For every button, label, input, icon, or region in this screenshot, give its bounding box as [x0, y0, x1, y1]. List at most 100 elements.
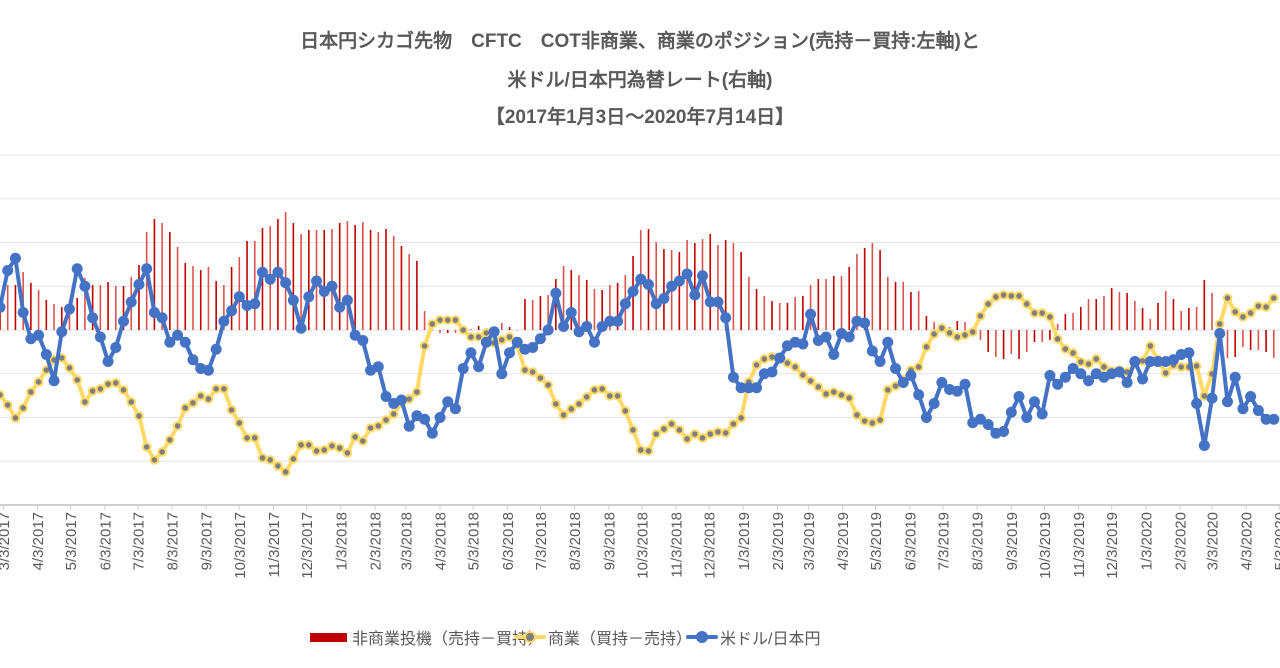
usdjpy-point — [951, 385, 963, 397]
noncommercial-bar — [917, 290, 920, 330]
usdjpy-point — [959, 378, 971, 390]
usdjpy-point — [256, 266, 268, 278]
noncommercial-bar — [153, 218, 156, 330]
noncommercial-bar — [724, 239, 727, 330]
legend-label-usdjpy: 米ドル/日本円 — [720, 631, 821, 648]
noncommercial-bar — [616, 282, 619, 330]
noncommercial-bar — [199, 270, 202, 330]
noncommercial-bar — [161, 223, 163, 330]
noncommercial-bar — [686, 239, 688, 330]
commercial-point — [566, 404, 577, 414]
commercial-point — [273, 461, 283, 471]
noncommercial-bar — [184, 262, 187, 330]
noncommercial-bar — [400, 246, 403, 330]
usdjpy-point — [2, 265, 14, 276]
x-tick-label: 1/3/2019 — [736, 512, 753, 570]
noncommercial-bar — [894, 281, 897, 330]
x-tick-label: 9/3/2018 — [601, 512, 618, 570]
noncommercial-bar — [354, 225, 356, 330]
usdjpy-point — [1152, 356, 1164, 367]
commercial-point — [836, 390, 847, 400]
commercial-point — [165, 435, 175, 445]
noncommercial-bar — [763, 295, 766, 330]
noncommercial-bar — [879, 250, 881, 330]
noncommercial-bar — [1118, 292, 1121, 330]
usdjpy-point — [110, 342, 122, 353]
usdjpy-point — [264, 273, 276, 285]
usdjpy-point — [295, 322, 307, 334]
usdjpy-point — [9, 252, 21, 264]
usdjpy-point — [141, 263, 153, 275]
noncommercial-bar — [338, 223, 341, 330]
noncommercial-bar — [53, 303, 55, 330]
commercial-point — [365, 423, 376, 433]
usdjpy-point — [326, 280, 338, 292]
usdjpy-point — [357, 335, 369, 346]
noncommercial-bar — [933, 322, 935, 330]
usdjpy-point — [797, 338, 809, 350]
x-axis-tick-labels: 3/3/2017 4/3/2017 5/3/2017 6/3/2017 7/3/2017… — [0, 505, 1280, 579]
legend-swatch-commercial — [514, 626, 546, 648]
noncommercial-bar — [470, 329, 472, 330]
commercial-point — [1214, 319, 1225, 329]
noncommercial-bar — [392, 236, 395, 330]
commercial-point — [844, 393, 855, 403]
legend-item-noncommercial: 非商業投機（売持－買持） — [310, 626, 544, 648]
legend-label-noncommercial: 非商業投機（売持－買持） — [352, 631, 545, 648]
usdjpy-point — [859, 317, 871, 329]
noncommercial-bar — [809, 285, 812, 330]
commercial-point — [373, 421, 384, 431]
usdjpy-point — [280, 277, 292, 289]
usdjpy-point — [156, 312, 168, 324]
noncommercial-bar — [1195, 307, 1198, 330]
commercial-point — [628, 425, 638, 435]
noncommercial-bar — [1134, 301, 1136, 330]
chart-title-date-range: 【2017年1月3日～2020年7月14日】 — [485, 107, 795, 128]
noncommercial-bar — [1157, 302, 1159, 330]
commercial-point — [1006, 291, 1017, 301]
commercial-point — [134, 411, 144, 421]
noncommercial-bar — [91, 285, 94, 330]
x-tick-label: 2/3/2019 — [770, 512, 787, 570]
usdjpy-point — [102, 356, 114, 367]
usdjpy-point — [1144, 356, 1156, 367]
commercial-point — [852, 410, 862, 420]
commercial-point — [921, 342, 932, 352]
noncommercial-bar — [385, 229, 387, 330]
x-tick-label: 10/3/2019 — [1037, 512, 1054, 579]
usdjpy-point — [735, 382, 747, 394]
noncommercial-bar — [1211, 293, 1213, 330]
commercial-point — [1076, 357, 1086, 367]
noncommercial-bar — [578, 274, 580, 330]
noncommercial-bar — [1087, 299, 1090, 330]
commercial-point — [659, 424, 669, 434]
noncommercial-bar — [1164, 290, 1167, 330]
commercial-point — [442, 315, 453, 325]
x-tick-label: 3/3/2017 — [0, 512, 13, 570]
commercial-point — [867, 418, 878, 428]
usdjpy-point — [287, 294, 299, 306]
noncommercial-bar — [585, 280, 588, 330]
usdjpy-point — [87, 312, 99, 324]
noncommercial-bar — [1010, 330, 1013, 354]
usdjpy-point — [1191, 398, 1203, 409]
usdjpy-point — [511, 336, 523, 348]
usdjpy-point — [218, 315, 230, 327]
commercial-point — [682, 434, 692, 444]
noncommercial-bar — [284, 211, 287, 330]
noncommercial-bar — [300, 233, 302, 330]
x-tick-label: 4/3/2017 — [30, 512, 47, 570]
commercial-point — [612, 391, 623, 401]
commercial-point — [466, 332, 476, 342]
usdjpy-point — [666, 280, 678, 292]
usdjpy-point — [581, 321, 593, 332]
usdjpy-point — [928, 398, 940, 409]
usdjpy-point — [419, 413, 431, 425]
usdjpy-point — [1183, 347, 1195, 359]
usdjpy-point — [1121, 377, 1133, 388]
x-tick-label: 1/3/2018 — [333, 512, 350, 570]
noncommercial-bar — [817, 279, 820, 330]
noncommercial-bar — [717, 245, 719, 330]
noncommercial-bar — [825, 279, 827, 330]
commercial-point — [597, 384, 607, 394]
